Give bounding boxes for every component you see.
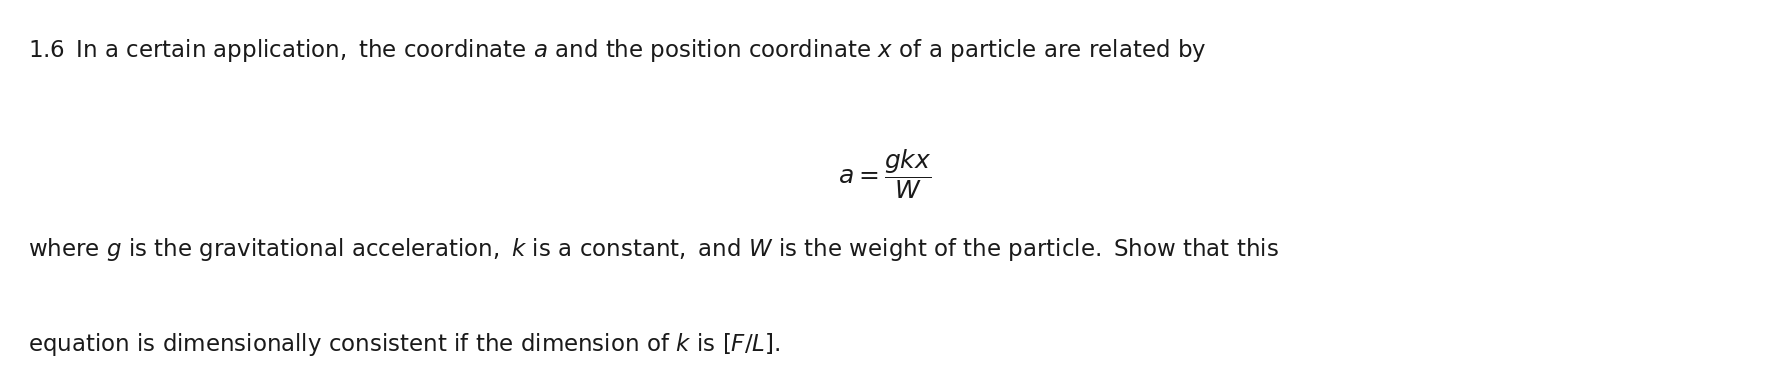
Text: $\mathrm{equation\ is\ dimensionally\ consistent\ if\ the\ dimension\ of\ }\math: $\mathrm{equation\ is\ dimensionally\ co… — [28, 331, 781, 358]
Text: $\mathrm{1.6\enspace In\ a\ certain\ application,\ the\ coordinate\ }\mathit{a}\: $\mathrm{1.6\enspace In\ a\ certain\ app… — [28, 37, 1207, 64]
Text: $\mathrm{where\ }\mathit{g}\mathrm{\ is\ the\ gravitational\ acceleration,\ }\ma: $\mathrm{where\ }\mathit{g}\mathrm{\ is\… — [28, 236, 1280, 262]
Text: $\mathit{a} = \dfrac{\mathit{gkx}}{\mathit{W}}$: $\mathit{a} = \dfrac{\mathit{gkx}}{\math… — [839, 147, 931, 201]
